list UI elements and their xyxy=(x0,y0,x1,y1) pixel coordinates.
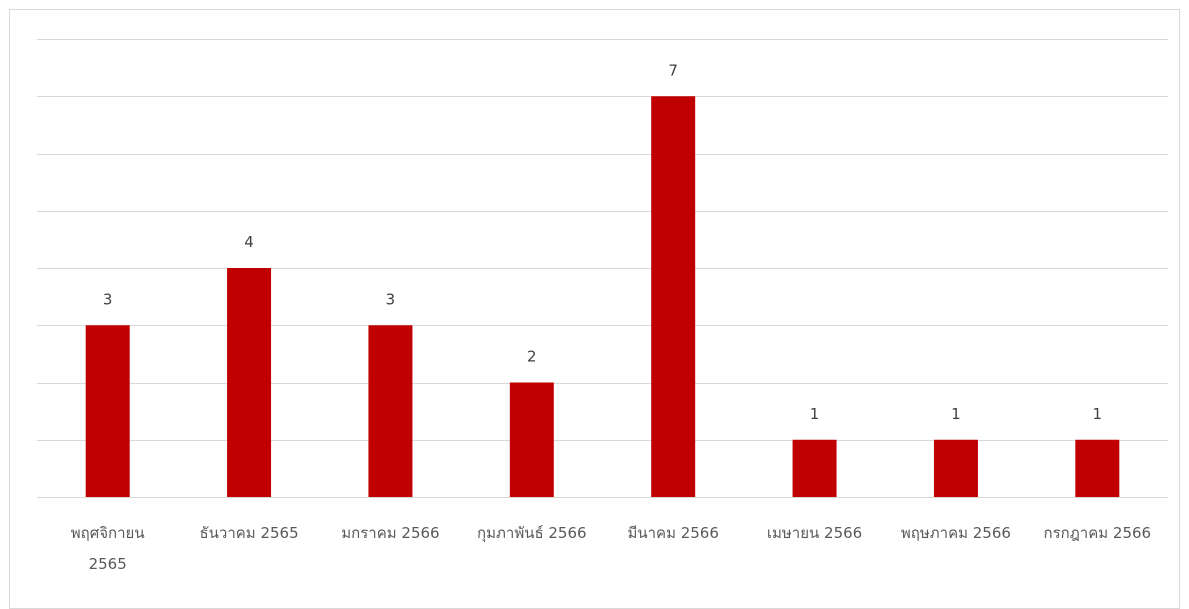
bar xyxy=(227,268,272,497)
x-tick-label: มีนาคม 2566 xyxy=(627,524,718,542)
data-labels: 3 4 3 2 7 1 1 1 xyxy=(103,61,1102,423)
x-tick-label-line: ธันวาคม 2565 xyxy=(200,524,299,542)
chart-frame xyxy=(9,9,1180,609)
x-tick-label-line: กุมภาพันธ์ 2566 xyxy=(477,524,587,543)
bar xyxy=(933,439,978,497)
data-label: 4 xyxy=(244,233,254,251)
x-tick-label: กรกฎาคม 2566 xyxy=(1044,524,1152,542)
x-tick-label: กุมภาพันธ์ 2566 xyxy=(477,524,587,543)
data-label: 2 xyxy=(527,348,537,366)
bar xyxy=(85,325,130,497)
data-label: 1 xyxy=(951,405,961,423)
x-tick-label: พฤศจิกายน 2565 xyxy=(71,524,145,573)
x-tick-label-line: พฤษภาคม 2566 xyxy=(901,524,1011,542)
bar-chart: 3 4 3 2 7 1 1 1 พฤศจิกายน 2565 ธันวาคม 2565 มกราคม… xyxy=(37,39,1168,573)
data-label: 3 xyxy=(386,290,396,308)
x-tick-label-line: พฤศจิกายน xyxy=(71,524,145,542)
data-label: 1 xyxy=(1093,405,1103,423)
gridlines xyxy=(37,39,1168,498)
x-axis-tick-labels: พฤศจิกายน 2565 ธันวาคม 2565 มกราคม 2566 กุมภ… xyxy=(71,524,1151,573)
x-tick-label-line: มีนาคม 2566 xyxy=(627,524,718,542)
x-tick-label-line: เมษายน 2566 xyxy=(767,524,862,542)
x-tick-label: พฤษภาคม 2566 xyxy=(901,524,1011,542)
bars xyxy=(85,96,1120,497)
data-label: 3 xyxy=(103,290,113,308)
x-tick-label: ธันวาคม 2565 xyxy=(200,524,299,542)
bar xyxy=(651,96,696,497)
bar xyxy=(509,382,554,497)
x-tick-label-line: มกราคม 2566 xyxy=(341,524,439,542)
bar xyxy=(1075,439,1120,497)
bar xyxy=(792,439,837,497)
x-tick-label: มกราคม 2566 xyxy=(341,524,439,542)
x-tick-label: เมษายน 2566 xyxy=(767,524,862,542)
x-tick-label-line: กรกฎาคม 2566 xyxy=(1044,524,1152,542)
bar xyxy=(368,325,413,497)
x-tick-label-line: 2565 xyxy=(89,555,127,573)
data-label: 7 xyxy=(668,61,678,79)
data-label: 1 xyxy=(810,405,820,423)
